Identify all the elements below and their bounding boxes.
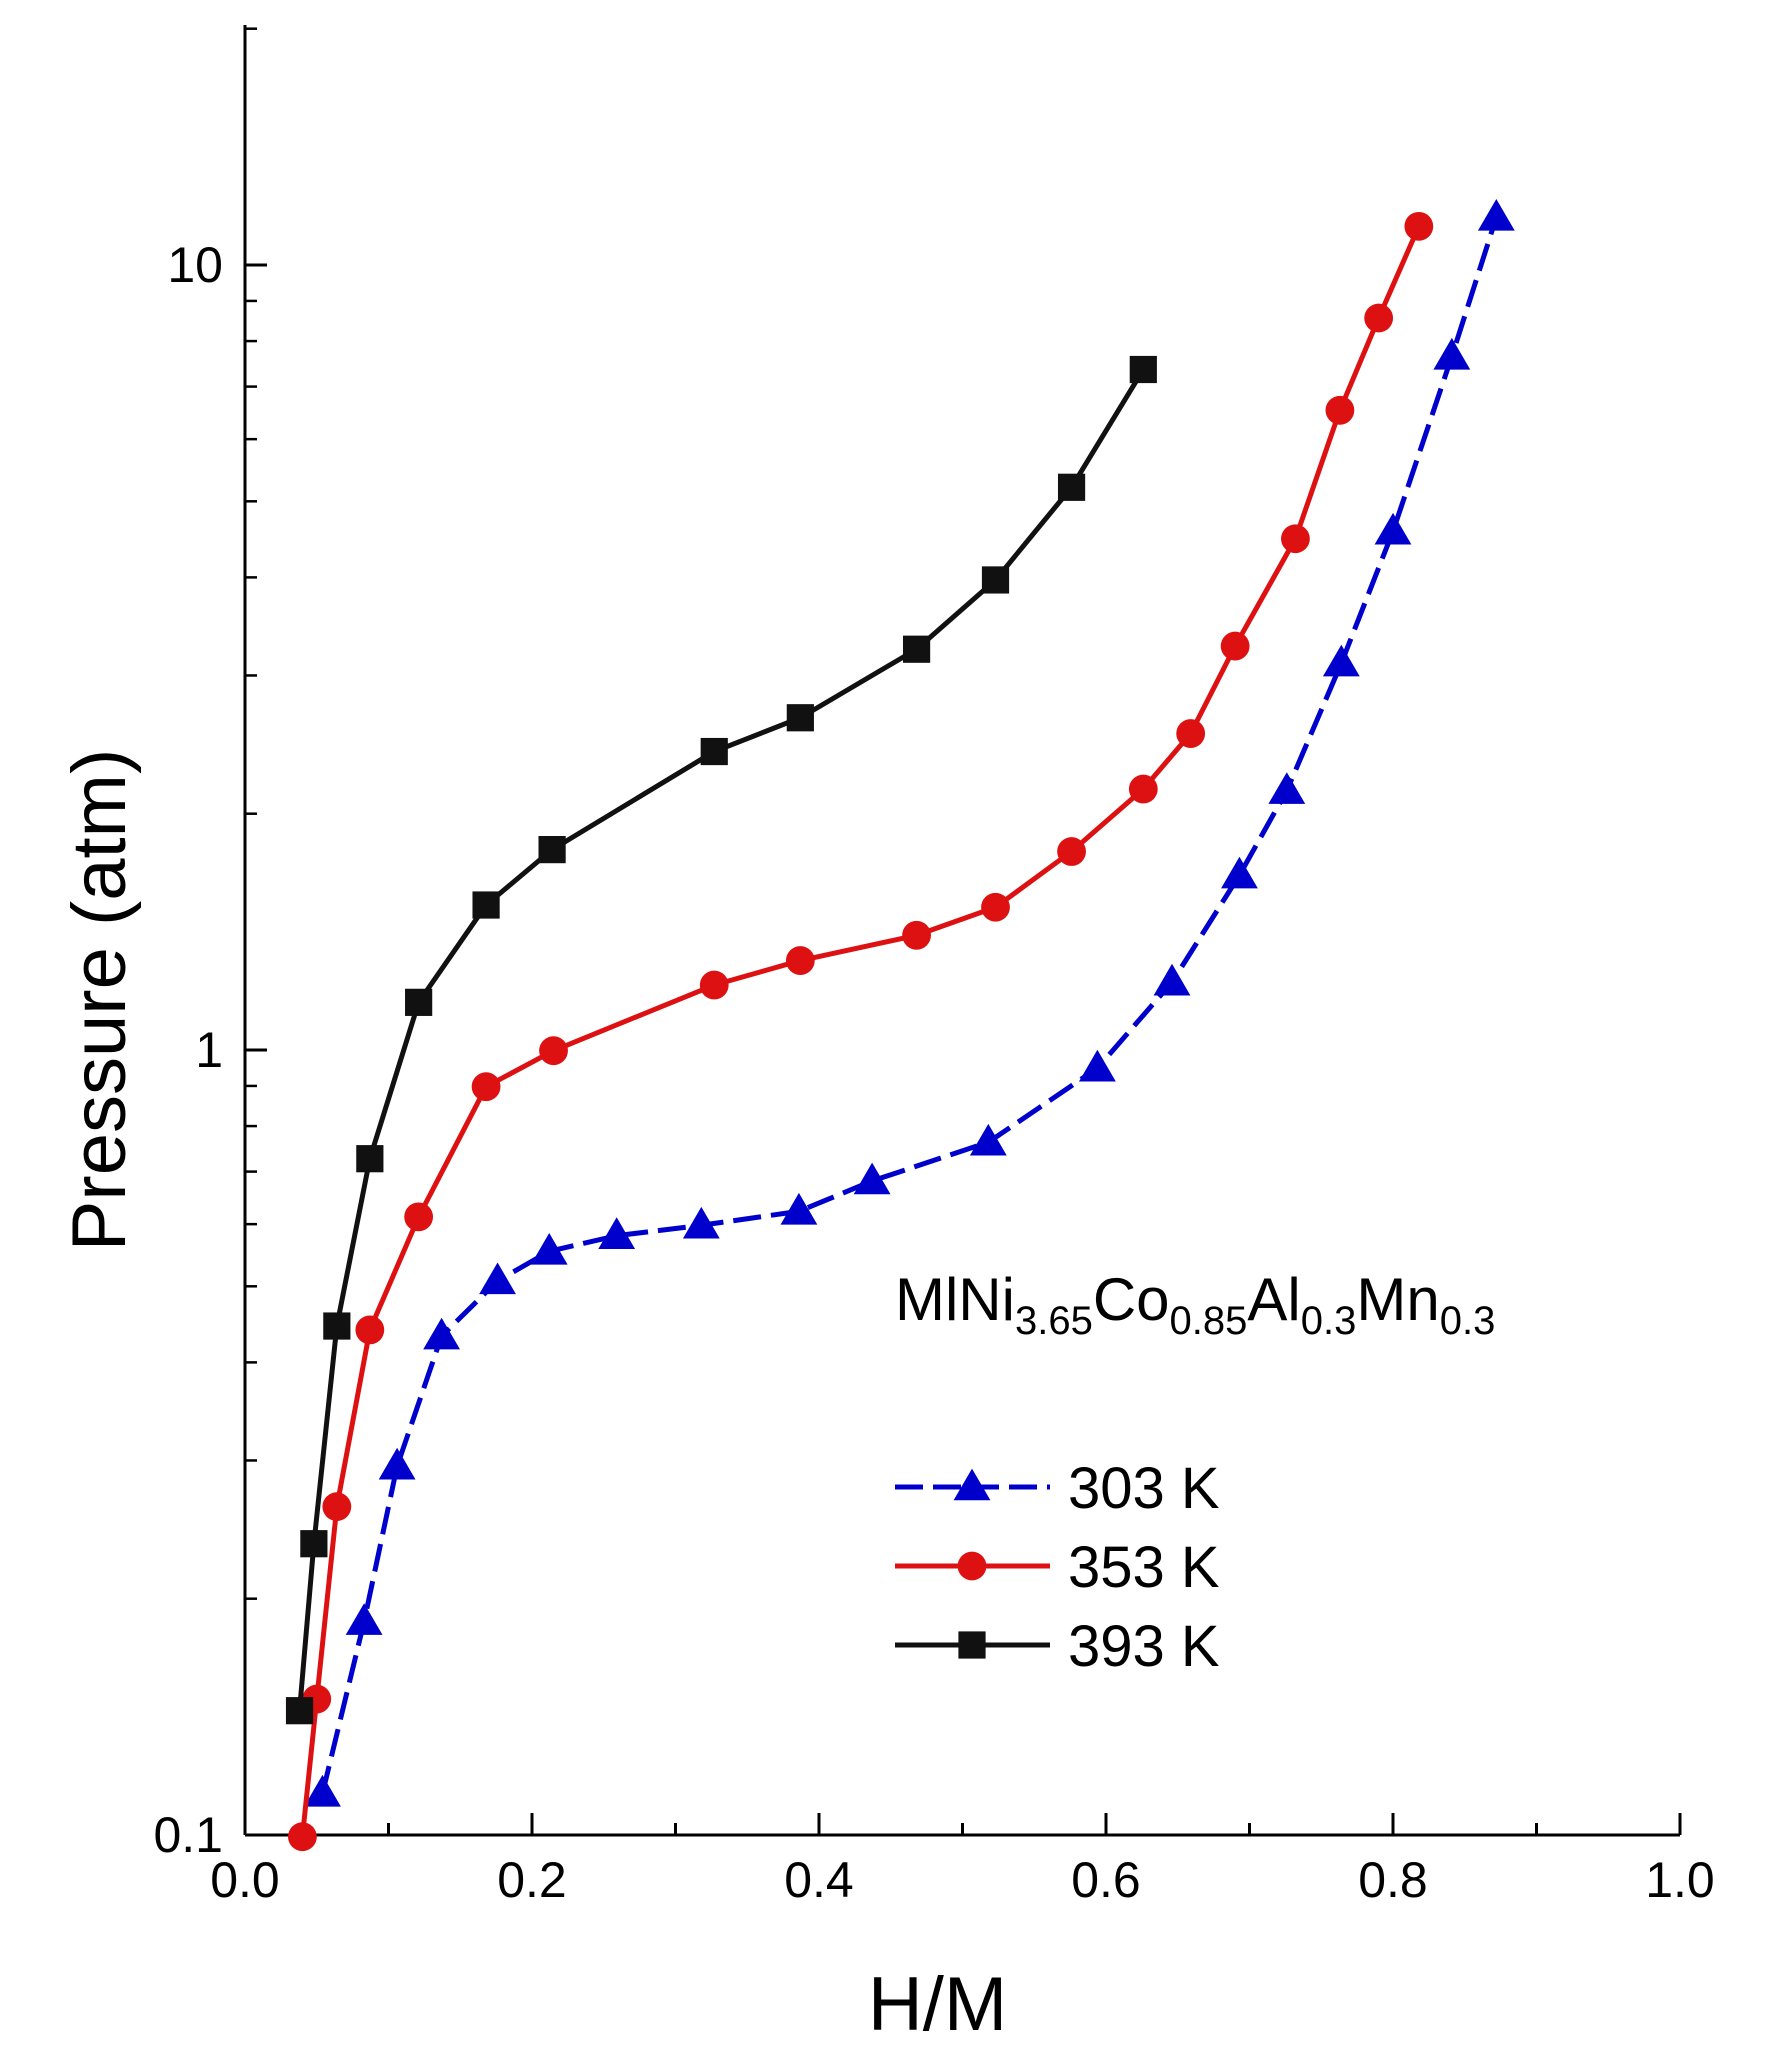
legend-marker bbox=[957, 1551, 987, 1581]
data-point bbox=[1433, 337, 1471, 370]
data-point bbox=[902, 635, 931, 663]
formula-element: Al bbox=[1247, 1266, 1300, 1333]
data-point bbox=[405, 988, 433, 1016]
data-point bbox=[1129, 355, 1157, 384]
formula-subscript: 3.65 bbox=[1015, 1299, 1093, 1343]
x-tick-label: 0.0 bbox=[210, 1852, 280, 1908]
series-line bbox=[297, 368, 1146, 1711]
legend-item-393-k: 393 K bbox=[895, 1614, 1220, 1679]
data-point bbox=[304, 1774, 341, 1807]
formula-subscript: 0.3 bbox=[1440, 1299, 1496, 1343]
data-point bbox=[1477, 198, 1515, 231]
data-point bbox=[786, 704, 814, 732]
data-point bbox=[785, 946, 815, 975]
legend-marker bbox=[958, 1631, 986, 1659]
data-point bbox=[1322, 644, 1360, 677]
data-point bbox=[1153, 963, 1191, 996]
data-point bbox=[1281, 524, 1310, 554]
data-point bbox=[1176, 719, 1206, 748]
y-tick-label: 0.1 bbox=[153, 1807, 223, 1863]
data-point bbox=[1364, 303, 1394, 333]
data-point bbox=[288, 1822, 317, 1852]
legend-item-353-k: 353 K bbox=[895, 1535, 1220, 1600]
data-point bbox=[345, 1603, 383, 1635]
data-point bbox=[902, 920, 931, 950]
data-point bbox=[539, 1036, 568, 1066]
data-point bbox=[322, 1492, 352, 1522]
data-point bbox=[479, 1262, 516, 1295]
data-point bbox=[300, 1530, 328, 1558]
data-point bbox=[682, 1206, 720, 1239]
y-axis-title: Pressure (atm) bbox=[57, 749, 142, 1252]
data-point bbox=[471, 1072, 501, 1102]
plot-series bbox=[285, 198, 1515, 1852]
formula-subscript: 0.85 bbox=[1170, 1299, 1248, 1343]
data-point bbox=[356, 1145, 384, 1173]
data-point bbox=[700, 737, 728, 766]
data-point bbox=[969, 1123, 1007, 1156]
formula-subscript: 0.3 bbox=[1301, 1299, 1357, 1343]
formula-element: Mn bbox=[1356, 1266, 1439, 1333]
formula-annotation: MlNi3.65Co0.85Al0.3Mn0.3 bbox=[895, 1266, 1495, 1343]
data-point bbox=[1325, 395, 1355, 425]
x-tick-label: 0.8 bbox=[1358, 1852, 1428, 1908]
data-point bbox=[1268, 772, 1306, 804]
legend-label: 303 K bbox=[1068, 1456, 1220, 1521]
x-tick-label: 0.2 bbox=[497, 1852, 567, 1908]
data-point bbox=[404, 1202, 434, 1232]
series-353-k bbox=[288, 211, 1434, 1852]
legend-label: 393 K bbox=[1068, 1614, 1220, 1679]
data-point bbox=[1220, 631, 1250, 661]
data-point bbox=[853, 1162, 891, 1195]
formula-element: Co bbox=[1093, 1266, 1170, 1333]
data-point bbox=[780, 1192, 818, 1225]
data-point bbox=[1078, 1049, 1116, 1082]
legend-label: 353 K bbox=[1068, 1535, 1220, 1600]
data-point bbox=[538, 836, 566, 864]
data-point bbox=[981, 566, 1010, 594]
series-line bbox=[320, 216, 1499, 1794]
data-point bbox=[472, 891, 500, 919]
data-point bbox=[285, 1697, 314, 1725]
legend-marker bbox=[953, 1468, 991, 1501]
x-axis-title: H/M bbox=[868, 1962, 1007, 2047]
data-point bbox=[598, 1217, 636, 1249]
formula-element: MlNi bbox=[895, 1266, 1015, 1333]
series-393-k bbox=[285, 355, 1157, 1725]
data-point bbox=[981, 892, 1010, 922]
data-point bbox=[1128, 774, 1158, 804]
data-point bbox=[1221, 856, 1258, 889]
series-line bbox=[299, 225, 1422, 1837]
data-point bbox=[423, 1317, 460, 1350]
y-tick-label: 1 bbox=[195, 1022, 223, 1078]
data-point bbox=[1057, 837, 1086, 866]
x-tick-label: 0.4 bbox=[784, 1852, 854, 1908]
formula-text: MlNi3.65Co0.85Al0.3Mn0.3 bbox=[895, 1266, 1495, 1343]
y-tick-label: 10 bbox=[167, 237, 223, 293]
legend: 303 K 353 K 393 K bbox=[895, 1456, 1220, 1679]
x-tick-label: 0.6 bbox=[1071, 1852, 1141, 1908]
data-point bbox=[1057, 473, 1086, 501]
axes: 0.0 0.2 0.4 0.6 0.8 1.0 0.1 1 10 H/M Pressure (atm… bbox=[57, 25, 1715, 2047]
data-point bbox=[699, 970, 729, 1000]
data-point bbox=[1404, 211, 1434, 241]
data-point bbox=[530, 1232, 568, 1265]
data-point bbox=[323, 1312, 351, 1340]
data-point bbox=[355, 1315, 385, 1345]
data-point bbox=[1374, 512, 1412, 545]
series-303-k bbox=[304, 198, 1515, 1807]
data-point bbox=[378, 1447, 416, 1480]
legend-item-303-k: 303 K bbox=[895, 1456, 1220, 1521]
x-tick-label: 1.0 bbox=[1645, 1852, 1715, 1908]
